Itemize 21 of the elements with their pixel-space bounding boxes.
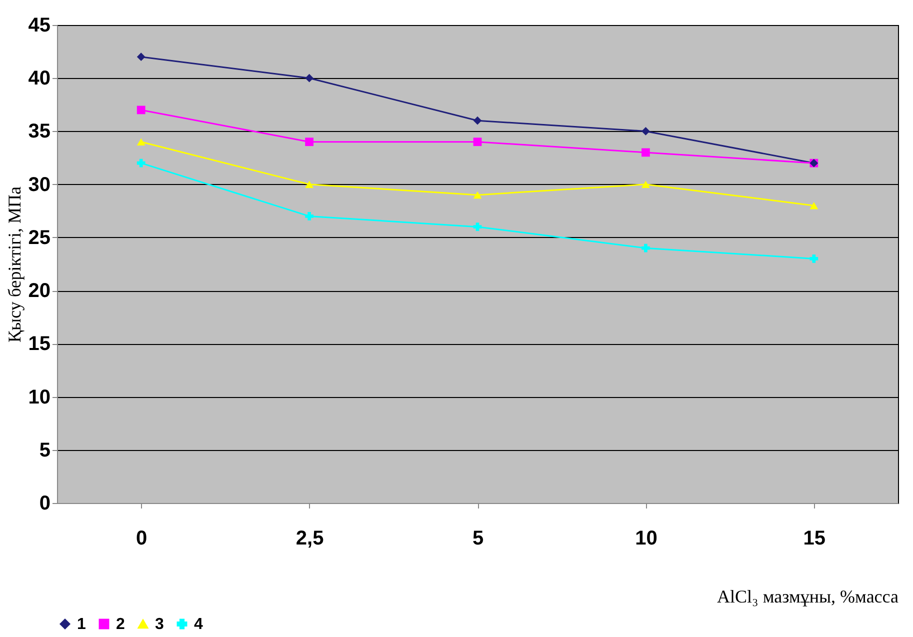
y-tick-label: 5 bbox=[39, 439, 50, 462]
y-tick-label: 0 bbox=[39, 492, 50, 514]
legend-label: 3 bbox=[155, 616, 164, 633]
x-tick-label: 10 bbox=[635, 528, 658, 550]
x-tick-label: 0 bbox=[136, 528, 148, 550]
y-tick-label: 30 bbox=[28, 174, 50, 196]
y-tick-label: 45 bbox=[28, 14, 50, 36]
x-tick-label: 2,5 bbox=[296, 528, 324, 550]
y-tick-label: 20 bbox=[28, 280, 50, 302]
x-axis-title: AlCl₃ мазмұны, %масса bbox=[717, 586, 899, 606]
y-tick-label: 35 bbox=[28, 120, 50, 143]
legend-label: 2 bbox=[116, 616, 125, 633]
y-axis-title: Қысу беріктігі, МПа bbox=[4, 186, 24, 343]
y-tick-label: 40 bbox=[28, 68, 50, 90]
legend-label: 1 bbox=[77, 616, 86, 633]
x-tick-label: 15 bbox=[803, 528, 826, 550]
x-tick-label: 5 bbox=[472, 528, 484, 550]
y-tick-label: 15 bbox=[28, 333, 50, 356]
y-tick-label: 10 bbox=[28, 386, 50, 408]
y-tick-label: 25 bbox=[28, 226, 50, 249]
legend-label: 4 bbox=[194, 616, 203, 633]
